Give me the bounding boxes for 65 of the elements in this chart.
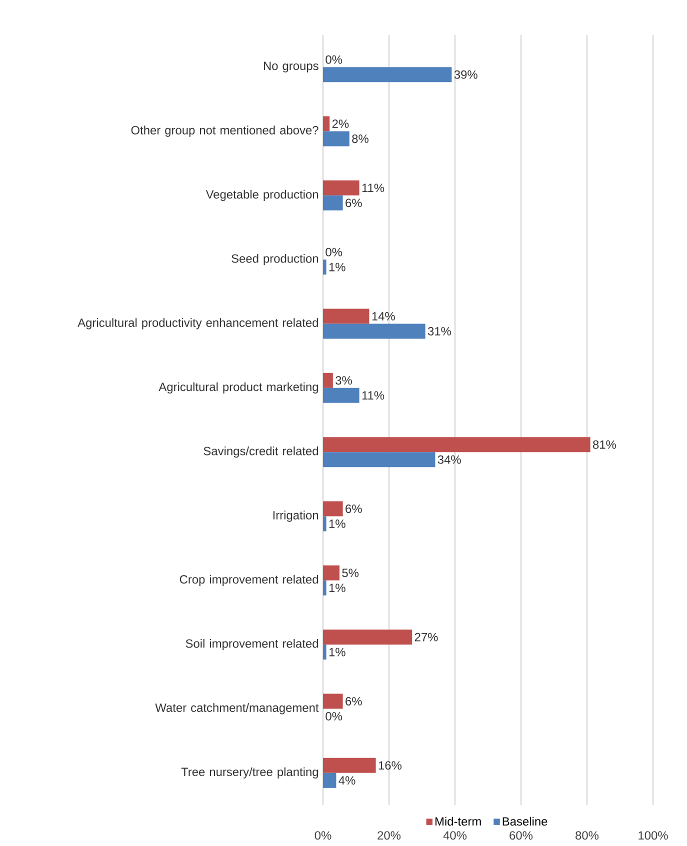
data-label: 11%	[362, 391, 384, 400]
data-label: 39%	[454, 70, 478, 79]
y-tick-label: Other group not mentioned above?	[131, 126, 318, 137]
data-label: 0%	[326, 248, 342, 256]
bar	[323, 180, 360, 196]
data-label: 6%	[346, 198, 362, 208]
y-tick-label: Water catchment/management	[155, 703, 319, 714]
bar	[323, 694, 343, 709]
legend-label: Baseline	[502, 816, 548, 826]
bar	[323, 437, 590, 452]
bar	[323, 67, 452, 82]
data-label: 34%	[438, 455, 461, 464]
data-label: 27%	[414, 632, 438, 642]
y-tick-label: Soil improvement related	[186, 639, 318, 650]
data-label: 5%	[342, 568, 359, 578]
x-tick-label: 40%	[443, 831, 467, 840]
data-label: 2%	[332, 120, 349, 128]
bar	[323, 324, 426, 339]
data-label: 16%	[378, 761, 402, 770]
data-label: 6%	[346, 697, 362, 706]
bar	[323, 580, 326, 596]
data-label: 14%	[372, 312, 395, 320]
data-label: 11%	[362, 184, 384, 192]
data-label: 3%	[336, 376, 352, 385]
y-tick-label: Agricultural productivity enhancement related	[78, 318, 318, 330]
data-label: 0%	[326, 712, 342, 720]
x-tick-label: 0%	[314, 831, 332, 840]
data-label: 1%	[329, 262, 346, 272]
bar	[323, 772, 336, 788]
data-label: 6%	[346, 504, 362, 513]
data-label: 81%	[593, 440, 616, 449]
y-tick-label: Agricultural product marketing	[158, 382, 318, 394]
bar	[323, 308, 370, 324]
bar	[323, 131, 350, 146]
bar	[323, 452, 436, 468]
bar	[323, 565, 340, 580]
y-tick-label: No groups	[264, 62, 318, 72]
bar	[323, 116, 330, 132]
data-label: 1%	[329, 584, 346, 592]
legend-label: Mid-term	[435, 816, 481, 826]
bar	[323, 501, 343, 516]
data-label: 1%	[329, 648, 346, 656]
data-label: 1%	[329, 520, 346, 528]
x-tick-label: 100%	[638, 831, 668, 840]
data-label: 31%	[428, 327, 451, 336]
y-tick-label: Tree nursery/tree planting	[181, 767, 318, 778]
bar	[323, 630, 412, 645]
data-label: 8%	[352, 134, 368, 143]
y-tick-label: Vegetable production	[206, 190, 318, 201]
bar	[323, 388, 360, 403]
x-tick-label: 60%	[510, 831, 533, 840]
bar	[323, 372, 333, 388]
y-tick-label: Savings/credit related	[204, 446, 318, 458]
data-label: 0%	[326, 55, 342, 64]
y-tick-label: Irrigation	[273, 510, 318, 522]
x-tick-label: 20%	[378, 831, 401, 840]
bar	[323, 644, 326, 660]
x-tick-label: 80%	[576, 831, 599, 840]
data-label: 4%	[338, 776, 356, 785]
y-tick-label: Crop improvement related	[180, 574, 318, 586]
bar	[323, 260, 326, 275]
bar	[323, 516, 326, 532]
y-tick-label: Seed production	[232, 254, 318, 266]
bar	[323, 195, 343, 210]
bar	[323, 758, 376, 773]
